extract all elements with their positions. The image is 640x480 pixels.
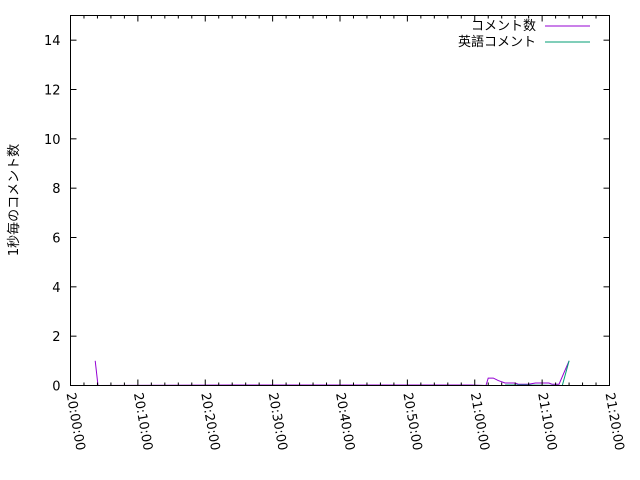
ticks-layer: 0 2 4 6 8 10 12 14 20:00:00 20:10:00 20:20:00 20:30… xyxy=(44,15,627,452)
x-tick-label: 20:50:00 xyxy=(399,392,424,452)
plot-border xyxy=(70,15,610,386)
x-tick-label: 20:40:00 xyxy=(332,392,357,452)
legend: コメント数 英語コメント xyxy=(458,19,590,50)
x-tick-label: 20:20:00 xyxy=(197,392,222,452)
y-tick-label: 14 xyxy=(44,34,61,49)
x-tick-label: 20:30:00 xyxy=(265,392,290,452)
y-tick-label: 2 xyxy=(52,330,60,345)
y-axis-label: 1秒毎のコメント数 xyxy=(6,144,22,256)
x-tick-label: 20:00:00 xyxy=(63,392,88,452)
series-layer xyxy=(94,360,570,387)
y-tick-label: 6 xyxy=(52,232,60,247)
legend-label-0: コメント数 xyxy=(471,19,536,34)
series-line-0 xyxy=(94,360,570,387)
x-tick-label: 21:00:00 xyxy=(467,392,492,452)
y-tick-label: 10 xyxy=(44,133,61,148)
x-tick-label: 21:20:00 xyxy=(602,392,627,452)
legend-label-1: 英語コメント xyxy=(458,34,536,50)
y-tick-label: 12 xyxy=(44,84,61,99)
y-tick-label: 4 xyxy=(52,281,60,296)
series-line-1 xyxy=(505,360,570,387)
x-tick-label: 20:10:00 xyxy=(130,392,155,452)
y-tick-label: 0 xyxy=(52,380,60,395)
y-tick-label: 8 xyxy=(52,182,60,197)
x-tick-label: 21:10:00 xyxy=(534,392,559,452)
